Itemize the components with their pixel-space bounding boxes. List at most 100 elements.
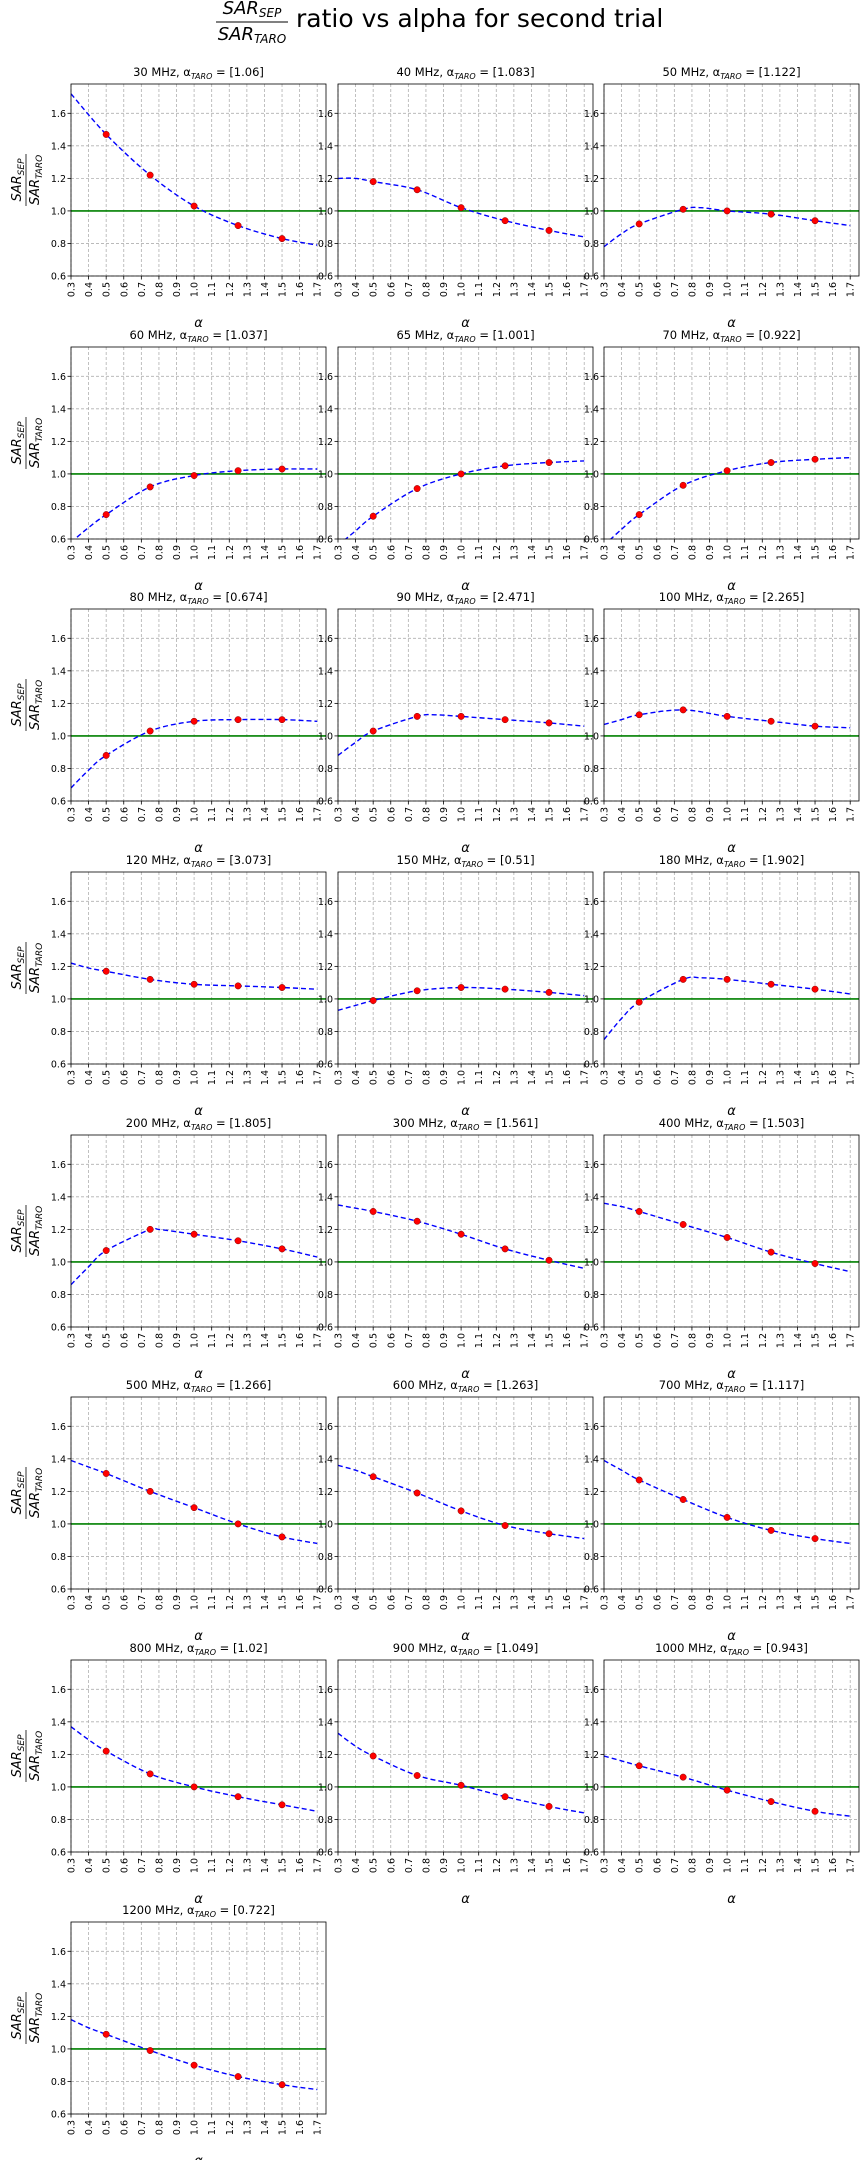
y-tick-label: 1.2 [584,174,599,185]
panel-title-main: 150 MHz, α [396,853,462,867]
y-tick-label: 1.6 [51,1422,66,1433]
x-tick-label: 1.5 [278,2120,289,2135]
x-tick-label: 1.7 [846,545,857,560]
x-tick-label: 1.5 [278,1595,289,1610]
x-tick-label: 0.3 [600,1595,611,1610]
y-tick-label: 1.6 [51,634,66,645]
y-tick-label: 1.6 [51,897,66,908]
figure-title: SARSEP SARTARO ratio vs alpha for second… [216,0,663,46]
y-label-denominator: SARTARO [28,418,45,468]
panel-title-sub: TARO [458,1648,479,1657]
data-point [369,178,377,186]
y-tick-label: 1.2 [318,174,333,185]
y-label-num-main: SAR [10,700,25,726]
x-tick-label: 0.9 [172,1595,183,1610]
axes-frame [337,608,594,802]
panel-6: 0.3 0.4 0.5 0.6 0.7 0.8 0.9 1.0 1.1 1.2 1.3 1.4 1.5 1… [584,328,860,594]
axes-frame [70,1396,327,1590]
x-tick-label: 0.7 [404,807,415,822]
data-point [413,1489,421,1497]
panel-title-sub: TARO [191,1123,212,1132]
data-point [102,2030,110,2038]
x-tick-label: 1.5 [811,807,822,822]
panel-title-sub: TARO [724,597,745,606]
x-tick-label: 1.6 [562,1333,573,1348]
data-point [545,459,553,466]
x-tick-label: 1.1 [740,282,751,297]
x-tick-label: 1.5 [545,545,556,560]
y-tick-label: 0.8 [584,764,599,775]
fit-curve [71,1726,318,1812]
x-tick-label: 0.7 [137,1333,148,1348]
panel-title: 1000 MHz, αTARO = [0.943] [655,1641,808,1657]
y-label-denominator: SARTARO [28,1731,45,1781]
y-label-den-main: SAR [28,704,43,730]
panel-8: 0.3 0.4 0.5 0.6 0.7 0.8 0.9 1.0 1.1 1.2 1.3 1.4 1.5 1… [318,590,594,856]
panel-title-main: 1000 MHz, α [655,1641,728,1655]
panel-title-main: 600 MHz, α [393,1378,459,1392]
fit-curve [604,206,851,248]
data-point [457,1507,465,1515]
data-point [811,985,819,993]
x-tick-label: 0.9 [439,545,450,560]
plot-area [71,1135,326,1327]
data-point [501,462,509,470]
data-point [501,217,509,225]
x-tick-label: 1.3 [242,1595,253,1610]
y-tick-label: 0.8 [318,1027,333,1038]
panel-title-value: = [1.561] [479,1116,538,1130]
panel-title: 100 MHz, αTARO = [2.265] [659,590,804,606]
x-tick-label: 1.2 [758,1858,769,1873]
x-tick-label: 1.5 [278,1070,289,1085]
x-tick-label: 0.8 [687,1595,698,1610]
data-point [234,716,242,724]
panel-7: 0.3 0.4 0.5 0.6 0.7 0.8 0.9 1.0 1.1 1.2 1.3 1.4 1.5 1… [10,590,327,856]
x-tick-label: 0.4 [351,807,362,822]
plot-area [71,872,326,1064]
data-point [413,1772,421,1779]
x-tick-label: 0.6 [119,1070,130,1085]
data-point [146,1225,154,1233]
data-point [369,997,377,1004]
y-tick-label: 1.6 [51,109,66,120]
x-tick-label: 0.3 [334,1333,345,1348]
data-point [102,1470,110,1477]
grid [70,609,326,802]
data-point [102,967,110,975]
data-point [457,1781,465,1789]
y-tick-label: 1.6 [318,1160,333,1171]
y-label-den-sub: TARO [35,943,45,967]
x-tick-label: 1.6 [828,545,839,560]
panel-title-value: = [1.503] [745,1116,804,1130]
x-axis-label: α [727,1892,736,1907]
x-tick-label: 0.3 [67,282,78,297]
x-tick-label: 0.5 [635,807,646,822]
x-tick-label: 1.4 [527,1858,538,1873]
x-tick-label: 0.4 [617,1858,628,1873]
panel-title-sub: TARO [720,335,741,344]
data-point [723,467,731,475]
y-tick-label: 0.8 [584,1027,599,1038]
data-point [146,1770,154,1778]
x-tick-label: 0.5 [369,545,380,560]
x-tick-label: 1.0 [457,807,468,822]
x-tick-label: 1.1 [207,1333,218,1348]
x-tick-label: 0.7 [137,807,148,822]
x-tick-label: 1.3 [509,1333,520,1348]
y-label-den-main: SAR [28,1755,43,1781]
x-tick-label: 1.2 [758,545,769,560]
panels: 0.3 0.4 0.5 0.6 0.7 0.8 0.9 1.0 1.1 1.2 1.3 1.4 1.5 1… [10,65,860,2164]
data-point [146,2047,154,2054]
x-tick-label: 1.4 [527,807,538,822]
data-point [146,483,154,491]
y-tick-label: 0.8 [318,1815,333,1826]
x-tick-label: 1.2 [758,282,769,297]
y-label-numerator: SARSEP [10,946,27,990]
x-tick-label: 1.7 [580,282,591,297]
x-tick-label: 1.1 [474,1595,485,1610]
y-tick-label: 1.6 [318,1422,333,1433]
panel-title-sub: TARO [462,860,483,869]
x-tick-label: 0.4 [617,282,628,297]
x-tick-label: 1.0 [190,1333,201,1348]
y-label-num-sub: SEP [17,1734,27,1751]
